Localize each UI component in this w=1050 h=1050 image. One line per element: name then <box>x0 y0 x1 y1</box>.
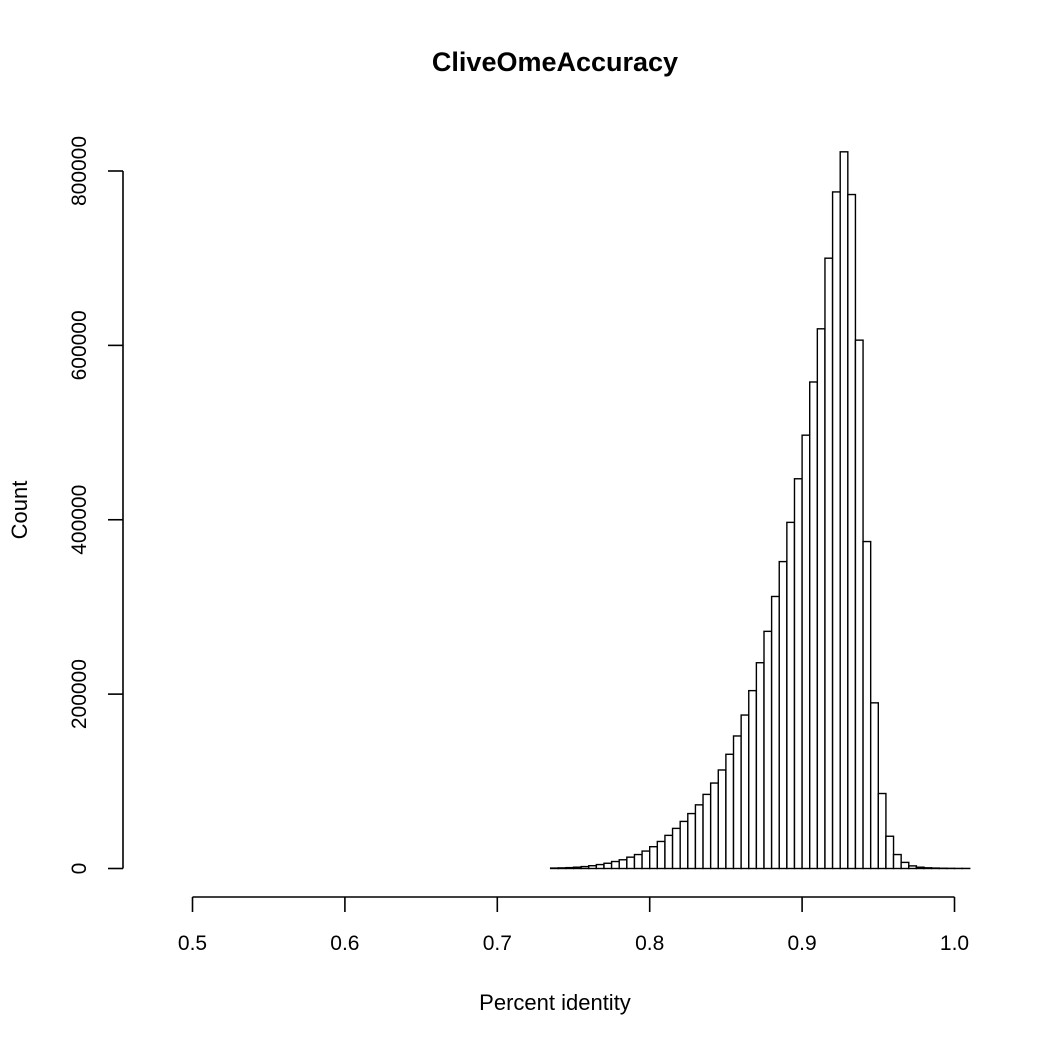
histogram-bar <box>900 861 910 870</box>
histogram-bar <box>717 769 727 870</box>
histogram-bar <box>595 863 605 870</box>
histogram-bar <box>770 595 780 870</box>
x-axis: 0.5 0.6 0.7 0.8 0.9 1.0 <box>178 896 969 955</box>
histogram-bar <box>694 804 704 870</box>
y-tick-label: 600000 <box>68 310 91 380</box>
histogram-bar <box>656 840 666 870</box>
histogram-bar <box>801 434 811 870</box>
histogram-bar <box>572 866 582 870</box>
histogram-bar <box>839 151 849 870</box>
histogram-bar <box>725 753 735 870</box>
histogram-bar <box>892 853 902 870</box>
histogram-bar <box>732 735 742 870</box>
histogram-bar <box>923 867 933 870</box>
histogram-bar <box>778 560 788 870</box>
histogram-bar <box>869 702 879 870</box>
y-tick-label: 400000 <box>68 485 91 555</box>
histogram-bar <box>915 866 925 870</box>
histogram-bar <box>649 846 659 870</box>
y-axis: 0 200000 400000 600000 800000 <box>68 136 124 875</box>
histogram-bar <box>793 478 803 870</box>
histogram-bar <box>862 540 872 870</box>
histogram-bar <box>671 827 681 870</box>
histogram-bar <box>809 381 819 870</box>
histogram-bar <box>786 521 796 870</box>
histogram-bar <box>755 662 765 870</box>
histogram-bar <box>610 860 620 870</box>
x-tick-label: 1.0 <box>940 932 969 955</box>
histogram-bar <box>877 792 887 870</box>
histogram-bar <box>709 782 719 870</box>
histogram-bar <box>885 835 895 870</box>
y-tick-label: 0 <box>68 863 91 875</box>
histogram-bar <box>908 865 918 870</box>
histogram-bar <box>618 859 628 870</box>
x-tick-label: 0.7 <box>483 932 512 955</box>
histogram-bar <box>679 820 689 870</box>
histogram-bar <box>831 191 841 870</box>
histogram-bar <box>565 866 575 870</box>
histogram-bar <box>580 865 590 870</box>
y-tick-label: 800000 <box>68 136 91 206</box>
histogram-bar <box>626 856 636 870</box>
histogram-bars <box>549 151 971 870</box>
histogram-bar <box>824 257 834 870</box>
histogram-bar <box>816 328 826 870</box>
x-axis-label: Percent identity <box>479 990 631 1015</box>
x-tick-label: 0.9 <box>787 932 816 955</box>
histogram-bar <box>557 867 567 870</box>
x-tick-label: 0.6 <box>330 932 359 955</box>
chart-title: CliveOmeAccuracy <box>432 47 678 77</box>
x-tick-label: 0.5 <box>178 932 207 955</box>
histogram-bar <box>748 689 758 870</box>
histogram-bar <box>687 812 697 870</box>
histogram-bar <box>740 714 750 870</box>
histogram-bar <box>702 793 712 870</box>
histogram-bar <box>588 865 598 870</box>
histogram-bar <box>603 862 613 870</box>
x-tick-label: 0.8 <box>635 932 664 955</box>
histogram-bar <box>641 850 651 870</box>
histogram-bar <box>664 834 674 870</box>
histogram-bar <box>633 853 643 870</box>
y-axis-label: Count <box>7 481 32 540</box>
histogram-bar <box>763 630 773 870</box>
histogram-bar <box>847 193 857 870</box>
y-tick-label: 200000 <box>68 659 91 729</box>
histogram-bar <box>854 339 864 870</box>
